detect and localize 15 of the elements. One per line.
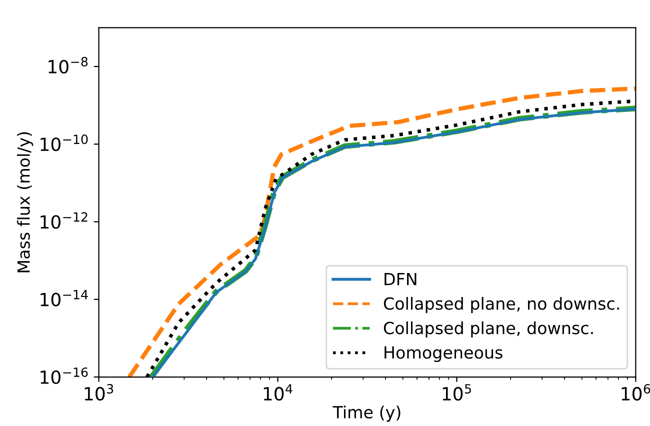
x-tick-label: 10$^{4}$ (264, 384, 292, 401)
x-tick-label: 10$^{3}$ (84, 384, 114, 401)
y-tick-label: 10$^{−12}$ (40, 212, 88, 229)
y-axis-title: Mass flux (mol/y) (17, 132, 34, 272)
x-tick-label: 10$^{6}$ (622, 384, 650, 401)
y-tick-label: 10$^{−14}$ (40, 290, 88, 306)
y-tick-label: 10$^{−16}$ (40, 367, 88, 384)
legend-label: DFN (384, 273, 416, 286)
legend-label: Homogeneous (384, 346, 502, 362)
y-tick-label: 10$^{−8}$ (48, 56, 88, 74)
y-tick-label: 10$^{−10}$ (40, 134, 88, 152)
x-tick-label: 10$^{5}$ (442, 384, 471, 401)
legend-label: Collapsed plane, no downsc. (384, 296, 619, 314)
x-axis-title: Time (y) (332, 406, 400, 422)
legend-label: Collapsed plane, downsc. (384, 321, 593, 338)
